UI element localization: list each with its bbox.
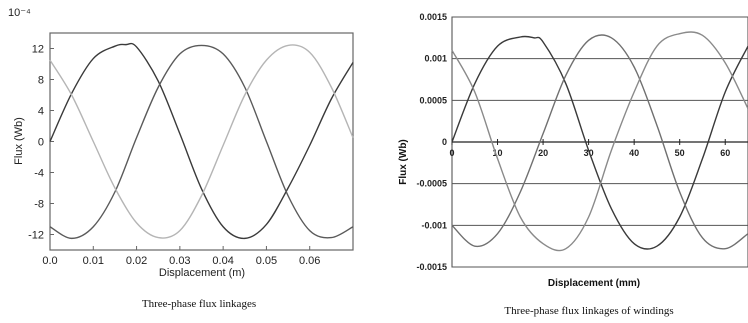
left-y-tick-label: 4 (38, 106, 44, 118)
left-x-tick-label: 0.06 (299, 255, 320, 267)
right-x-tick-label: 20 (538, 148, 548, 158)
left-x-tick-label: 0.05 (256, 255, 277, 267)
right-axis-ticks: 0.0015 0.001 0.0005 0 -0.0005 -0.001 -0.0015 0 1… (416, 12, 730, 272)
right-x-tick-label: 30 (584, 148, 594, 158)
left-y-tick-label: -12 (28, 230, 44, 242)
right-x-tick-label: 50 (675, 148, 685, 158)
right-x-tick-label: 0 (449, 148, 454, 158)
left-x-axis-title: Displacement (m) (159, 267, 245, 279)
left-y-tick-label: 0 (38, 137, 44, 149)
right-y-tick-label: -0.0005 (416, 179, 447, 189)
right-x-tick-label: 10 (493, 148, 503, 158)
left-y-tick-label: -8 (34, 199, 44, 211)
left-x-tick-label: 0.01 (83, 255, 104, 267)
right-x-tick-label: 60 (720, 148, 730, 158)
right-x-tick-label: 40 (629, 148, 639, 158)
left-series-2-line (49, 44, 354, 240)
right-flux-chart: 0.0015 0.001 0.0005 0 -0.0005 -0.001 -0.0015 0 1… (398, 12, 748, 317)
left-caption: Three-phase flux linkages (142, 298, 256, 310)
right-series-1-line (451, 35, 748, 250)
right-y-tick-label: -0.001 (421, 220, 447, 230)
right-y-tick-label: 0.0005 (419, 95, 447, 105)
left-flux-chart: 10⁻⁴ 0.0 0.01 0.02 0.03 0.04 0.05 0.06 12 8 4 0 -4 -… (8, 7, 354, 310)
left-y-tick-label: 8 (38, 75, 44, 87)
right-caption: Three-phase flux linkages of windings (504, 305, 673, 317)
right-x-axis-title: Displacement (mm) (548, 278, 640, 289)
right-series-2-line (451, 34, 748, 250)
right-y-tick-label: 0 (442, 137, 447, 147)
left-series-lines (49, 42, 354, 240)
right-y-tick-label: 0.001 (424, 54, 447, 64)
left-y-axis-title: Flux (Wb) (13, 117, 25, 165)
left-plot-frame (49, 32, 354, 251)
left-y-tick-label: 12 (32, 44, 44, 56)
right-y-tick-label: 0.0015 (419, 12, 447, 22)
left-x-tick-label: 0.04 (212, 255, 233, 267)
right-y-axis-title: Flux (Wb) (398, 139, 409, 185)
left-series-1-line (49, 42, 354, 240)
left-y-tick-label: -4 (34, 168, 44, 180)
right-gridlines (452, 16, 748, 268)
left-series-3-line (49, 44, 354, 239)
left-x-tick-label: 0.0 (42, 255, 57, 267)
right-series-lines (451, 31, 748, 252)
left-y-scale-label: 10⁻⁴ (8, 7, 31, 19)
left-x-tick-label: 0.02 (126, 255, 147, 267)
left-axis-ticks: 0.0 0.01 0.02 0.03 0.04 0.05 0.06 12 8 4 0 -4 -8 -12 (28, 44, 320, 268)
right-series-3-line (451, 31, 748, 252)
right-y-tick-label: -0.0015 (416, 262, 447, 272)
left-x-tick-label: 0.03 (169, 255, 190, 267)
